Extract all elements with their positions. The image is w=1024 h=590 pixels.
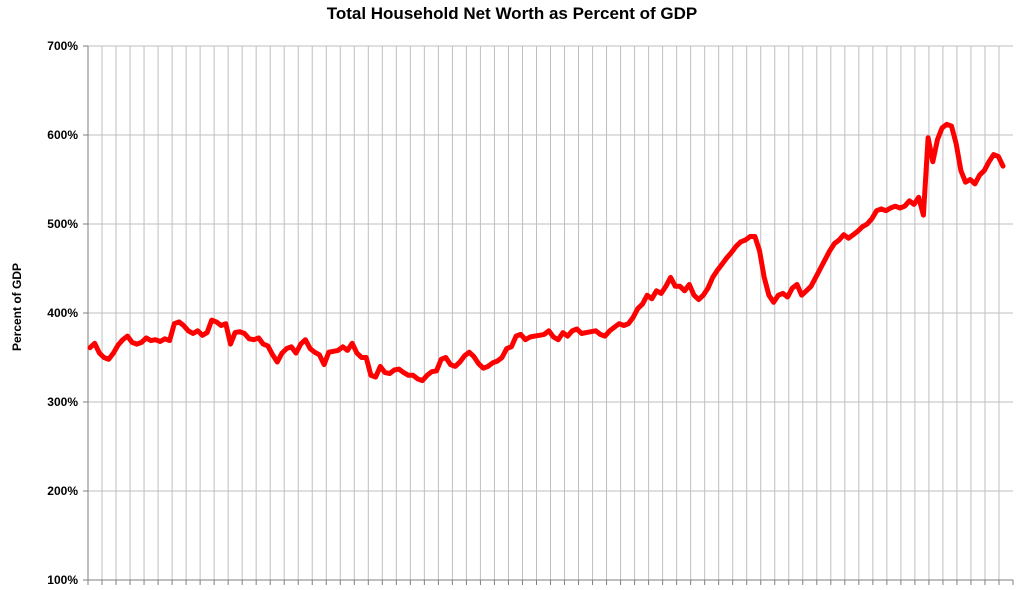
series-layer — [87, 121, 1006, 384]
series-line — [87, 121, 1006, 384]
y-tick-label: 500% — [47, 217, 78, 231]
y-tick-label: 600% — [47, 128, 78, 142]
y-tick-label: 300% — [47, 395, 78, 409]
axes — [87, 46, 1014, 585]
y-tick-label: 200% — [47, 484, 78, 498]
y-tick-label: 100% — [47, 573, 78, 587]
y-tick-label: 700% — [47, 39, 78, 53]
chart-title: Total Household Net Worth as Percent of … — [326, 4, 698, 23]
y-tick-labels: 100% 200% 300% 400% 500% 600% 700% — [47, 39, 78, 587]
horizontal-gridlines — [83, 45, 1013, 581]
y-tick-label: 400% — [47, 306, 78, 320]
